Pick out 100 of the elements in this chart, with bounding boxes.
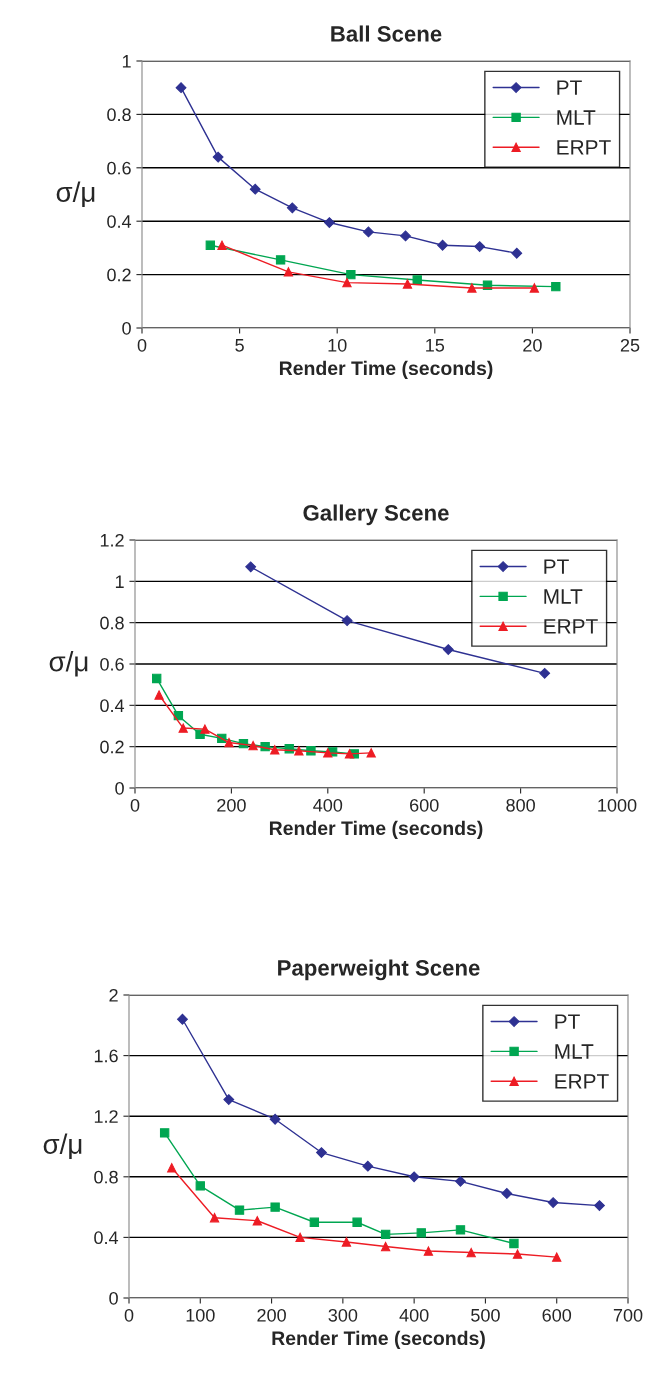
point bbox=[167, 1163, 177, 1173]
y-tick-label: 0 bbox=[109, 1291, 118, 1305]
point bbox=[363, 226, 374, 238]
point bbox=[177, 1013, 188, 1025]
point bbox=[501, 1188, 513, 1199]
legend-label: PT bbox=[557, 80, 582, 95]
point bbox=[152, 673, 162, 684]
y-tick-label: 1 bbox=[115, 575, 124, 588]
x-axis-title: Render Time (seconds) bbox=[269, 820, 483, 839]
point bbox=[442, 644, 454, 655]
point bbox=[352, 1217, 362, 1227]
x-tick-label: 100 bbox=[186, 1308, 215, 1322]
legend-label: ERPT bbox=[544, 619, 598, 634]
point bbox=[380, 1241, 391, 1252]
y-tick-label: 0.6 bbox=[107, 161, 131, 175]
point bbox=[217, 240, 227, 250]
point bbox=[269, 1113, 281, 1125]
chart-title: Gallery Scene bbox=[303, 504, 449, 526]
point bbox=[316, 1147, 327, 1158]
point bbox=[294, 746, 304, 756]
point bbox=[252, 1216, 262, 1226]
x-tick-label: 200 bbox=[217, 798, 246, 812]
legend-label: ERPT bbox=[557, 140, 611, 155]
point bbox=[402, 279, 413, 289]
y-tick-label: 0.4 bbox=[94, 1231, 119, 1245]
point bbox=[346, 269, 356, 280]
legend-label: MLT bbox=[555, 1044, 594, 1059]
point bbox=[309, 1217, 320, 1227]
x-tick-label: 600 bbox=[542, 1308, 572, 1322]
point bbox=[342, 277, 352, 288]
y-tick-label: 0.2 bbox=[100, 740, 124, 754]
point bbox=[223, 1094, 235, 1105]
y-tick-label: 1.2 bbox=[94, 1110, 118, 1123]
point bbox=[200, 724, 210, 734]
point bbox=[539, 667, 551, 679]
x-tick-label: 800 bbox=[506, 798, 535, 812]
point bbox=[175, 82, 187, 94]
point bbox=[344, 749, 355, 759]
y-tick-label: 0.8 bbox=[100, 616, 124, 630]
point bbox=[195, 1181, 205, 1191]
point bbox=[283, 267, 294, 277]
y-tick-label: 1.6 bbox=[94, 1049, 118, 1063]
x-tick-label: 0 bbox=[137, 338, 147, 352]
x-tick-label: 200 bbox=[257, 1308, 286, 1322]
point bbox=[474, 241, 486, 252]
point bbox=[209, 1213, 220, 1223]
x-tick-label: 20 bbox=[523, 338, 542, 352]
y-axis-title: σ/μ bbox=[56, 181, 95, 208]
point bbox=[400, 230, 411, 242]
point bbox=[466, 1247, 476, 1258]
point bbox=[224, 737, 234, 748]
x-axis-title: Render Time (seconds) bbox=[279, 360, 493, 379]
chart-title: Ball Scene bbox=[331, 25, 442, 42]
legend-label: ERPT bbox=[555, 1074, 609, 1089]
x-tick-label: 25 bbox=[620, 338, 640, 352]
y-tick-label: 0 bbox=[115, 781, 124, 795]
point bbox=[511, 247, 523, 259]
point bbox=[547, 1197, 559, 1208]
point bbox=[159, 1128, 170, 1138]
point bbox=[467, 283, 477, 293]
point bbox=[509, 1238, 519, 1249]
point bbox=[423, 1246, 434, 1256]
y-tick-label: 1.2 bbox=[100, 533, 124, 547]
point bbox=[455, 1175, 466, 1187]
legend-label: PT bbox=[544, 559, 569, 574]
legend-label: MLT bbox=[544, 589, 583, 604]
point bbox=[178, 723, 188, 733]
x-tick-label: 400 bbox=[313, 798, 343, 812]
point bbox=[248, 740, 258, 751]
point bbox=[295, 1232, 305, 1243]
y-tick-label: 0 bbox=[122, 321, 131, 335]
x-tick-label: 400 bbox=[399, 1308, 429, 1322]
point bbox=[529, 283, 540, 293]
y-axis-title: σ/μ bbox=[43, 1133, 82, 1160]
y-tick-label: 2 bbox=[109, 988, 118, 1002]
point bbox=[552, 1252, 562, 1262]
point bbox=[380, 1229, 391, 1240]
point bbox=[323, 748, 333, 758]
x-tick-label: 500 bbox=[471, 1308, 500, 1322]
point bbox=[270, 1202, 280, 1212]
x-tick-label: 10 bbox=[328, 338, 347, 352]
x-tick-label: 5 bbox=[235, 339, 244, 352]
point bbox=[205, 240, 216, 250]
point bbox=[234, 1205, 245, 1215]
point bbox=[408, 1171, 420, 1183]
point bbox=[437, 239, 449, 251]
legend-label: PT bbox=[555, 1014, 580, 1029]
point bbox=[212, 151, 224, 163]
point bbox=[594, 1200, 605, 1212]
point bbox=[249, 183, 261, 195]
x-tick-label: 1000 bbox=[598, 798, 637, 812]
legend-label: MLT bbox=[557, 110, 596, 125]
x-tick-label: 300 bbox=[328, 1308, 358, 1322]
point bbox=[323, 217, 335, 228]
point bbox=[362, 1160, 374, 1172]
point bbox=[455, 1225, 466, 1235]
y-tick-label: 0.4 bbox=[100, 699, 125, 713]
point bbox=[412, 275, 422, 285]
y-axis-title: σ/μ bbox=[49, 651, 88, 677]
chart-title: Paperweight Scene bbox=[278, 959, 480, 981]
